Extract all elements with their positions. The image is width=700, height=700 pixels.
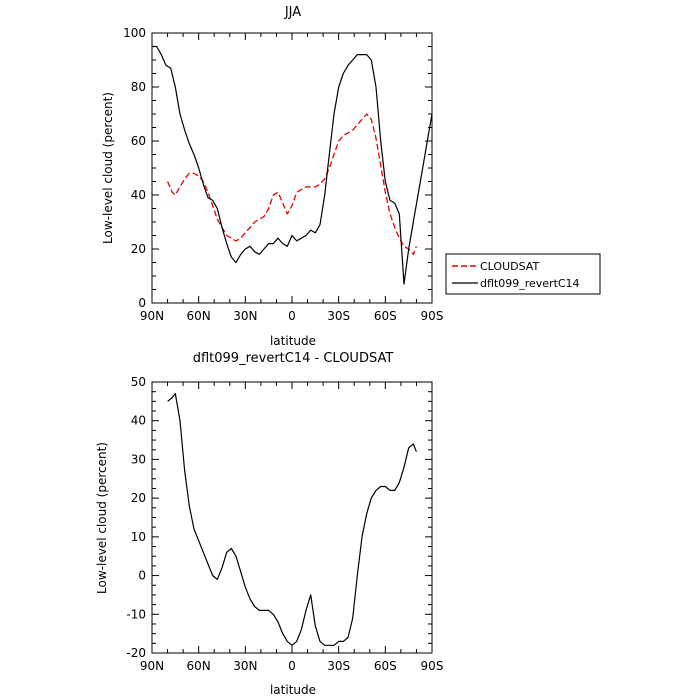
top-y-tick-label: 40	[131, 188, 146, 202]
top-x-axis-label: latitude	[270, 334, 316, 348]
bottom-series-line-difference	[167, 393, 417, 646]
top-x-tick-label: 30S	[327, 309, 350, 323]
top-y-tick-label: 60	[131, 134, 146, 148]
bottom-y-tick-label: 10	[131, 530, 146, 544]
bottom-plot-frame	[151, 381, 433, 654]
legend: CLOUDSAT dflt099_revertC14	[445, 253, 601, 295]
top-series-line-dflt099-revertc14	[152, 45, 433, 285]
bottom-panel-title: dflt099_revertC14 - CLOUDSAT	[193, 351, 394, 366]
bottom-y-tick-label: -10	[126, 607, 146, 621]
bottom-panel: dflt099_revertC14 - CLOUDSAT 90N 60N 30N 0 3…	[95, 351, 443, 697]
top-series-line-cloudsat	[167, 113, 418, 256]
bottom-x-tick-label: 90N	[140, 659, 164, 673]
bottom-x-tick-label: 60N	[187, 659, 211, 673]
bottom-y-axis-label: Low-level cloud (percent)	[95, 442, 109, 594]
bottom-y-tick-label: 30	[131, 452, 146, 466]
top-x-tick-label: 0	[288, 309, 296, 323]
legend-box	[445, 253, 601, 295]
bottom-y-tick-label: 0	[138, 569, 146, 583]
bottom-y-tick-label: 20	[131, 491, 146, 505]
top-x-tick-label: 90N	[140, 309, 164, 323]
bottom-x-tick-label: 90S	[421, 659, 444, 673]
bottom-x-tick-label: 60S	[374, 659, 397, 673]
bottom-y-tick-label: 40	[131, 414, 146, 428]
bottom-x-tick-label: 0	[288, 659, 296, 673]
top-x-tick-label: 60N	[187, 309, 211, 323]
legend-label-model: dflt099_revertC14	[480, 277, 580, 290]
bottom-x-axis-label: latitude	[270, 683, 316, 697]
top-y-tick-label: 80	[131, 80, 146, 94]
top-x-tick-label: 30N	[233, 309, 257, 323]
bottom-y-tick-label: -20	[126, 646, 146, 660]
bottom-x-tick-label: 30S	[327, 659, 350, 673]
top-y-tick-label: 100	[123, 26, 146, 40]
top-plot-frame	[151, 32, 433, 304]
bottom-x-tick-label: 30N	[233, 659, 257, 673]
top-panel: JJA 90N 60N 30N 0 30S 60S 90S 0 20 40 60 80 100 lati…	[101, 5, 443, 348]
top-y-tick-label: 20	[131, 242, 146, 256]
top-panel-title: JJA	[284, 5, 301, 20]
top-x-tick-label: 60S	[374, 309, 397, 323]
bottom-y-tick-label: 50	[131, 375, 146, 389]
legend-label-cloudsat: CLOUDSAT	[480, 260, 539, 273]
top-x-tick-label: 90S	[421, 309, 444, 323]
top-y-axis-label: Low-level cloud (percent)	[101, 92, 115, 244]
top-y-tick-label: 0	[138, 296, 146, 310]
